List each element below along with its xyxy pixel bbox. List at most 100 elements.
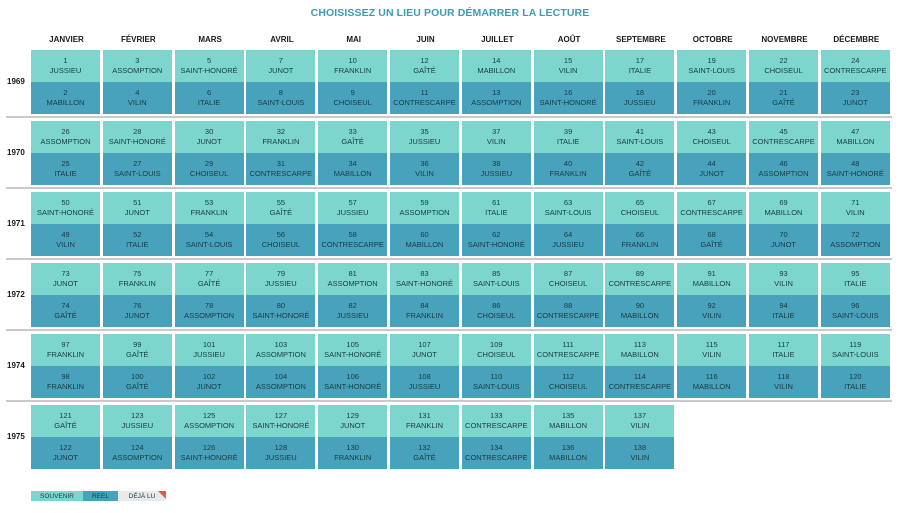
episode-cell[interactable]: 45 CONTRESCARPE 46 ASSOMPTION <box>749 121 818 185</box>
reel-episode-button[interactable]: 11 CONTRESCARPE <box>390 82 459 114</box>
reel-episode-button[interactable]: 104 ASSOMPTION <box>246 366 316 398</box>
reel-episode-button[interactable]: 106 SAINT-HONORÉ <box>318 366 388 398</box>
reel-episode-button[interactable]: 68 GAÎTÉ <box>677 224 747 256</box>
reel-episode-button[interactable]: 88 CONTRESCARPE <box>533 295 603 327</box>
episode-cell[interactable]: 65 CHOISEUL 66 FRANKLIN <box>605 192 675 256</box>
reel-episode-button[interactable]: 18 JUSSIEU <box>605 82 675 114</box>
reel-episode-button[interactable]: 25 ITALIE <box>31 153 100 185</box>
episode-cell[interactable]: 81 ASSOMPTION 82 JUSSIEU <box>318 263 388 327</box>
souvenir-episode-button[interactable]: 83 SAINT-HONORÉ <box>390 263 459 295</box>
souvenir-episode-button[interactable]: 35 JUSSIEU <box>390 121 459 153</box>
reel-episode-button[interactable]: 48 SAINT-HONORÉ <box>820 153 890 185</box>
reel-episode-button[interactable]: 20 FRANKLIN <box>677 82 747 114</box>
reel-episode-button[interactable]: 120 ITALIE <box>820 366 890 398</box>
episode-cell[interactable]: 137 VILIN 138 VILIN <box>605 405 675 469</box>
reel-episode-button[interactable]: 136 MABILLON <box>533 437 603 469</box>
reel-episode-button[interactable]: 2 MABILLON <box>31 82 100 114</box>
souvenir-episode-button[interactable]: 95 ITALIE <box>820 263 890 295</box>
reel-episode-button[interactable]: 58 CONTRESCARPE <box>318 224 388 256</box>
souvenir-episode-button[interactable]: 73 JUNOT <box>31 263 100 295</box>
souvenir-episode-button[interactable]: 57 JUSSIEU <box>318 192 388 224</box>
episode-cell[interactable]: 119 SAINT-LOUIS 120 ITALIE <box>820 334 890 398</box>
souvenir-episode-button[interactable]: 7 JUNOT <box>246 50 316 82</box>
reel-episode-button[interactable]: 82 JUSSIEU <box>318 295 388 327</box>
reel-episode-button[interactable]: 29 CHOISEUL <box>174 153 244 185</box>
episode-cell[interactable]: 125 ASSOMPTION 126 SAINT-HONORÉ <box>174 405 244 469</box>
souvenir-episode-button[interactable]: 33 GAÎTÉ <box>318 121 388 153</box>
reel-episode-button[interactable]: 90 MABILLON <box>605 295 675 327</box>
episode-cell[interactable]: 105 SAINT-HONORÉ 106 SAINT-HONORÉ <box>318 334 388 398</box>
reel-episode-button[interactable]: 36 VILIN <box>390 153 459 185</box>
episode-cell[interactable]: 15 VILIN 16 SAINT-HONORÉ <box>533 50 603 114</box>
episode-cell[interactable]: 121 GAÎTÉ 122 JUNOT <box>31 405 100 469</box>
reel-episode-button[interactable]: 8 SAINT-LOUIS <box>246 82 316 114</box>
souvenir-episode-button[interactable]: 37 VILIN <box>461 121 531 153</box>
reel-episode-button[interactable]: 56 CHOISEUL <box>246 224 316 256</box>
souvenir-episode-button[interactable]: 131 FRANKLIN <box>390 405 459 437</box>
souvenir-episode-button[interactable]: 129 JUNOT <box>318 405 388 437</box>
episode-cell[interactable]: 107 JUNOT 108 JUSSIEU <box>390 334 459 398</box>
souvenir-episode-button[interactable]: 109 CHOISEUL <box>461 334 531 366</box>
episode-cell[interactable]: 7 JUNOT 8 SAINT-LOUIS <box>246 50 316 114</box>
reel-episode-button[interactable]: 80 SAINT-HONORÉ <box>246 295 316 327</box>
souvenir-episode-button[interactable]: 119 SAINT-LOUIS <box>820 334 890 366</box>
episode-cell[interactable]: 87 CHOISEUL 88 CONTRESCARPE <box>533 263 603 327</box>
episode-cell[interactable]: 127 SAINT-HONORÉ 128 JUSSIEU <box>246 405 316 469</box>
souvenir-episode-button[interactable]: 26 ASSOMPTION <box>31 121 100 153</box>
souvenir-episode-button[interactable]: 10 FRANKLIN <box>318 50 388 82</box>
reel-episode-button[interactable]: 96 SAINT-LOUIS <box>820 295 890 327</box>
souvenir-episode-button[interactable]: 111 CONTRESCARPE <box>533 334 603 366</box>
reel-episode-button[interactable]: 52 ITALIE <box>102 224 172 256</box>
souvenir-episode-button[interactable]: 28 SAINT-HONORÉ <box>102 121 172 153</box>
episode-cell[interactable]: 32 FRANKLIN 31 CONTRESCARPE <box>246 121 316 185</box>
episode-cell[interactable]: 12 GAÎTÉ 11 CONTRESCARPE <box>390 50 459 114</box>
reel-episode-button[interactable]: 86 CHOISEUL <box>461 295 531 327</box>
reel-episode-button[interactable]: 60 MABILLON <box>390 224 459 256</box>
episode-cell[interactable]: 123 JUSSIEU 124 ASSOMPTION <box>102 405 172 469</box>
souvenir-episode-button[interactable]: 87 CHOISEUL <box>533 263 603 295</box>
souvenir-episode-button[interactable]: 99 GAÎTÉ <box>102 334 172 366</box>
episode-cell[interactable]: 99 GAÎTÉ 100 GAÎTÉ <box>102 334 172 398</box>
episode-cell[interactable]: 41 SAINT-LOUIS 42 GAÎTÉ <box>605 121 675 185</box>
reel-episode-button[interactable]: 100 GAÎTÉ <box>102 366 172 398</box>
reel-episode-button[interactable]: 92 VILIN <box>677 295 747 327</box>
souvenir-episode-button[interactable]: 81 ASSOMPTION <box>318 263 388 295</box>
reel-episode-button[interactable]: 34 MABILLON <box>318 153 388 185</box>
episode-cell[interactable]: 43 CHOISEUL 44 JUNOT <box>677 121 747 185</box>
souvenir-episode-button[interactable]: 105 SAINT-HONORÉ <box>318 334 388 366</box>
episode-cell[interactable]: 28 SAINT-HONORÉ 27 SAINT-LOUIS <box>102 121 172 185</box>
episode-cell[interactable]: 61 ITALIE 62 SAINT-HONORÉ <box>461 192 531 256</box>
souvenir-episode-button[interactable]: 125 ASSOMPTION <box>174 405 244 437</box>
episode-cell[interactable]: 69 MABILLON 70 JUNOT <box>749 192 818 256</box>
souvenir-episode-button[interactable]: 47 MABILLON <box>820 121 890 153</box>
episode-cell[interactable]: 3 ASSOMPTION 4 VILIN <box>102 50 172 114</box>
reel-episode-button[interactable]: 46 ASSOMPTION <box>749 153 818 185</box>
souvenir-episode-button[interactable]: 14 MABILLON <box>461 50 531 82</box>
reel-episode-button[interactable]: 49 VILIN <box>31 224 100 256</box>
souvenir-episode-button[interactable]: 137 VILIN <box>605 405 675 437</box>
episode-cell[interactable]: 113 MABILLON 114 CONTRESCARPE <box>605 334 675 398</box>
episode-cell[interactable]: 14 MABILLON 13 ASSOMPTION <box>461 50 531 114</box>
souvenir-episode-button[interactable]: 12 GAÎTÉ <box>390 50 459 82</box>
souvenir-episode-button[interactable]: 97 FRANKLIN <box>31 334 100 366</box>
reel-episode-button[interactable]: 130 FRANKLIN <box>318 437 388 469</box>
souvenir-episode-button[interactable]: 24 CONTRESCARPE <box>820 50 890 82</box>
episode-cell[interactable]: 103 ASSOMPTION 104 ASSOMPTION <box>246 334 316 398</box>
episode-cell[interactable]: 30 JUNOT 29 CHOISEUL <box>174 121 244 185</box>
episode-cell[interactable]: 1 JUSSIEU 2 MABILLON <box>31 50 100 114</box>
episode-cell[interactable]: 71 VILIN 72 ASSOMPTION <box>820 192 890 256</box>
reel-episode-button[interactable]: 66 FRANKLIN <box>605 224 675 256</box>
episode-cell[interactable]: 101 JUSSIEU 102 JUNOT <box>174 334 244 398</box>
souvenir-episode-button[interactable]: 71 VILIN <box>820 192 890 224</box>
episode-cell[interactable]: 91 MABILLON 92 VILIN <box>677 263 747 327</box>
reel-episode-button[interactable]: 42 GAÎTÉ <box>605 153 675 185</box>
souvenir-episode-button[interactable]: 91 MABILLON <box>677 263 747 295</box>
reel-episode-button[interactable]: 102 JUNOT <box>174 366 244 398</box>
reel-episode-button[interactable]: 122 JUNOT <box>31 437 100 469</box>
episode-cell[interactable]: 73 JUNOT 74 GAÎTÉ <box>31 263 100 327</box>
reel-episode-button[interactable]: 64 JUSSIEU <box>533 224 603 256</box>
episode-cell[interactable]: 51 JUNOT 52 ITALIE <box>102 192 172 256</box>
episode-cell[interactable]: 63 SAINT-LOUIS 64 JUSSIEU <box>533 192 603 256</box>
reel-episode-button[interactable]: 84 FRANKLIN <box>390 295 459 327</box>
reel-episode-button[interactable]: 16 SAINT-HONORÉ <box>533 82 603 114</box>
